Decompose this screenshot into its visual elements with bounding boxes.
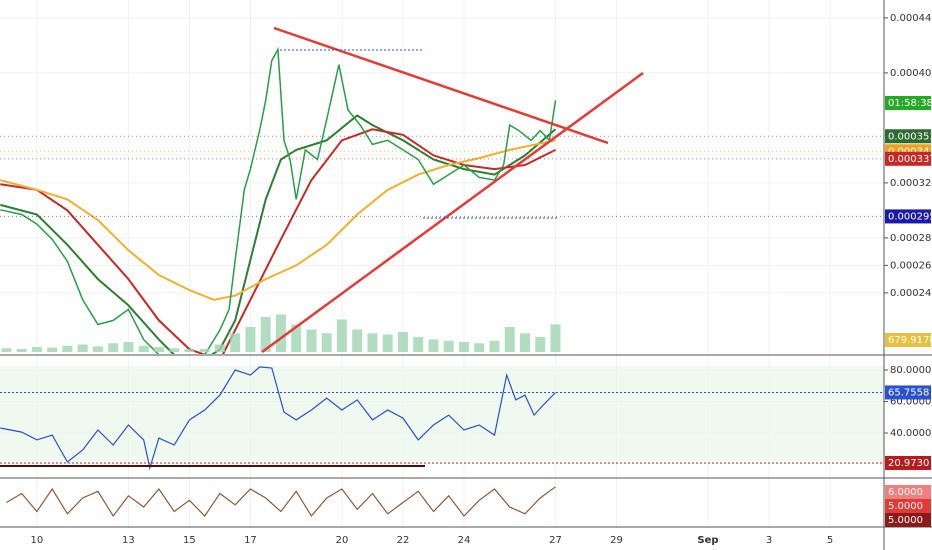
volume-bar <box>199 348 210 352</box>
x-tick-label: 15 <box>183 535 196 546</box>
volume-bar <box>336 319 347 352</box>
volume-bar <box>275 314 286 352</box>
volume-bar <box>92 346 103 352</box>
volume-bar <box>108 343 119 352</box>
price-label-box <box>885 151 931 166</box>
volume-bar <box>535 337 546 352</box>
volume-bar <box>367 333 378 352</box>
volume-bar <box>489 340 500 352</box>
x-tick-label: 20 <box>336 535 349 546</box>
x-tick-label: 13 <box>122 535 135 546</box>
volume-bar <box>321 333 332 352</box>
volume-bar <box>230 333 241 352</box>
trend-lines <box>261 26 644 354</box>
volume-pane <box>1 314 561 352</box>
volume-bar <box>62 345 73 352</box>
volume-label-box <box>885 333 931 347</box>
x-tick-label: 24 <box>458 535 471 546</box>
oscillator-label: 5.0000 <box>888 515 923 526</box>
series-line <box>0 139 556 301</box>
volume-bar <box>382 334 393 352</box>
series-line <box>6 486 556 518</box>
countdown-label: 01:58:38 <box>888 98 932 109</box>
price-label-box <box>885 129 931 144</box>
rsi-pane <box>0 366 884 471</box>
volume-bar <box>169 348 180 352</box>
series-line <box>0 366 556 471</box>
x-tick-label: 27 <box>549 535 562 546</box>
price-label: 0.0002956 <box>888 211 932 222</box>
volume-bar <box>138 345 149 352</box>
oscillator-label-box <box>885 485 931 499</box>
x-tick-label: Sep <box>697 535 718 546</box>
volume-bar <box>474 343 485 352</box>
volume-bar <box>519 333 530 352</box>
x-tick-label: 29 <box>610 535 623 546</box>
price-label-box <box>885 209 931 224</box>
rsi-label-box <box>885 455 931 470</box>
y-tick-label: 0.0004400 <box>890 13 932 24</box>
price-pane <box>0 46 884 354</box>
oscillator-pane <box>6 486 556 518</box>
rsi-label-box <box>885 385 931 400</box>
oscillator-label-box <box>885 513 931 527</box>
volume-bar <box>550 324 561 352</box>
y-tick-label: 0.0002600 <box>890 260 932 271</box>
volume-bar <box>1 348 12 352</box>
y-tick-label: 0.0002400 <box>890 288 932 299</box>
y-tick-label: 60.0000 <box>890 397 931 408</box>
x-tick-label: 5 <box>827 535 833 546</box>
oscillator-label: 5.0000 <box>888 501 923 512</box>
rsi-label: 20.9730 <box>888 458 929 469</box>
volume-bar <box>153 347 164 352</box>
volume-bar <box>77 344 88 352</box>
volume-bar <box>443 340 454 352</box>
countdown-label-box <box>885 96 931 110</box>
volume-label: 679.917K <box>888 335 932 346</box>
volume-bar <box>214 344 225 352</box>
volume-bar <box>458 342 469 352</box>
x-tick-label: 10 <box>31 535 44 546</box>
trend-line <box>273 26 609 145</box>
volume-bar <box>504 327 515 352</box>
rsi-band <box>0 366 884 461</box>
volume-bar <box>306 329 317 352</box>
oscillator-label-box <box>885 499 931 513</box>
price-label: 0.0003430 <box>888 146 932 157</box>
oscillator-label: 6.0000 <box>888 487 923 498</box>
y-tick-label: 40.0000 <box>890 428 931 439</box>
trend-line <box>261 71 644 354</box>
price-label: 0.0003539 <box>888 131 932 142</box>
price-label: 0.0003375 <box>888 154 932 165</box>
x-tick-label: 3 <box>766 535 772 546</box>
series-line <box>0 46 557 354</box>
volume-bar <box>47 347 58 352</box>
volume-bar <box>352 329 363 352</box>
volume-bar <box>123 342 134 352</box>
y-tick-label: 80.0000 <box>890 365 931 376</box>
volume-bar <box>291 324 302 352</box>
volume-bar <box>397 332 408 352</box>
y-tick-label: 0.0004000 <box>890 68 932 79</box>
y-tick-label: 0.0003200 <box>890 178 932 189</box>
volume-bar <box>428 339 439 352</box>
volume-bar <box>245 327 256 352</box>
y-tick-label: 0.0002800 <box>890 233 932 244</box>
volume-bar <box>184 348 195 352</box>
grid <box>0 0 884 527</box>
rsi-label: 65.7558 <box>888 387 929 398</box>
x-tick-label: 22 <box>397 535 410 546</box>
axes: 10 13 15 17 20 22 24 27 29 Sep 3 5 0.0002400 0.000260… <box>31 13 932 546</box>
volume-bar <box>16 348 27 352</box>
volume-bar <box>31 347 42 352</box>
volume-bar <box>413 337 424 352</box>
volume-bar <box>260 317 271 352</box>
x-tick-label: 17 <box>244 535 257 546</box>
